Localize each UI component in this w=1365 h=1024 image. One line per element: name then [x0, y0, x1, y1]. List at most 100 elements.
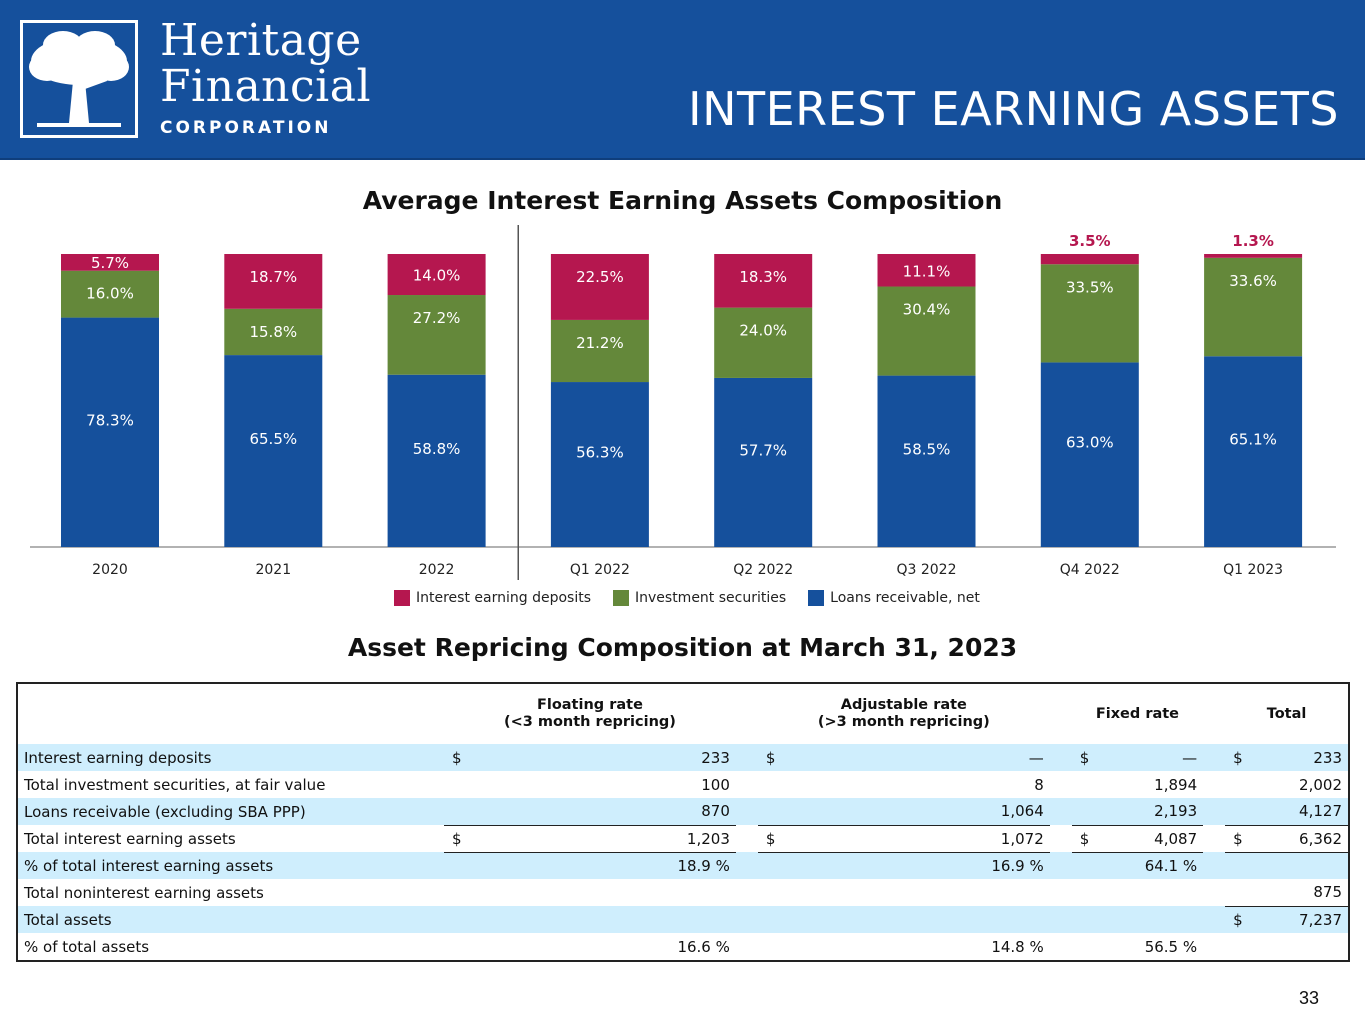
cell-floating [468, 879, 736, 906]
col-gap [736, 825, 758, 852]
cell-total-currency: $ [1225, 744, 1249, 771]
data-label: 18.7% [249, 268, 297, 286]
legend-item-deposits: Interest earning deposits [394, 590, 591, 606]
cell-fixed [1095, 906, 1204, 933]
bar-segment-investment-securities [714, 307, 813, 378]
x-tick-label: Q3 2022 [896, 562, 956, 578]
cell-floating: 870 [467, 798, 736, 826]
header-fixed: Fixed rate [1095, 705, 1180, 722]
col-gap [1050, 879, 1072, 906]
legend-swatch-deposits [394, 590, 410, 606]
cell-total: 233 [1248, 744, 1348, 771]
table-row: Total assets $7,237 [18, 905, 1348, 933]
bar-segment-interest-earning-deposits [224, 254, 323, 309]
cell-floating-currency [444, 798, 468, 826]
header-adjustable-line1: Adjustable rate [840, 697, 967, 713]
cell-fixed: 4,087 [1095, 825, 1204, 853]
table-row: Total investment securities, at fair val… [18, 771, 1348, 798]
cell-total-currency [1225, 798, 1249, 826]
col-gap [735, 852, 758, 879]
header-adjustable: Adjustable rate (>3 month repricing) [758, 684, 1050, 744]
x-tick-label: Q1 2022 [570, 562, 630, 578]
page-title: INTEREST EARNING ASSETS [688, 82, 1339, 136]
cell-fixed-currency [1071, 798, 1096, 826]
col-gap [736, 933, 758, 960]
cell-fixed-currency [1072, 771, 1096, 798]
col-gap [1203, 879, 1225, 906]
data-label: 16.0% [86, 285, 134, 303]
data-label: 65.1% [1229, 431, 1277, 449]
x-tick-label: Q2 2022 [733, 562, 793, 578]
bar-segment-interest-earning-deposits [387, 254, 486, 296]
bar-segment-interest-earning-deposits [550, 254, 649, 320]
col-gap [1203, 798, 1226, 825]
cell-total: 7,237 [1248, 905, 1348, 933]
cell-adjustable: — [781, 744, 1050, 771]
row-label: Total interest earning assets [24, 829, 236, 848]
bar-segment-investment-securities [1040, 264, 1139, 363]
cell-floating: 1,203 [467, 825, 736, 853]
chart-legend: Interest earning deposits Investment sec… [394, 590, 980, 606]
data-label: 30.4% [903, 301, 951, 319]
cell-fixed: 56.5 % [1144, 937, 1198, 956]
bar-segment-investment-securities [61, 270, 159, 318]
col-gap [1203, 906, 1226, 933]
bar-segment-loans-receivable-net [550, 382, 649, 547]
cell-fixed-currency: $ [1071, 744, 1096, 771]
bar-segment-investment-securities [224, 308, 323, 356]
bar-segment-loans-receivable-net [61, 317, 159, 547]
row-label: Loans receivable (excluding SBA PPP) [18, 798, 444, 825]
data-label: 56.3% [576, 444, 624, 462]
header-floating-line1: Floating rate [536, 697, 643, 713]
table-row: Total noninterest earning assets 875 [18, 879, 1348, 906]
cell-adjustable-currency [758, 879, 782, 906]
col-gap [1203, 771, 1225, 798]
legend-item-loans: Loans receivable, net [808, 590, 980, 606]
header-gap [1203, 684, 1225, 744]
cell-floating-currency [444, 906, 468, 933]
col-gap [1049, 744, 1072, 771]
bar-segment-interest-earning-deposits [1040, 254, 1139, 265]
tree-logo-icon [20, 20, 138, 138]
header-banner: Heritage Financial CORPORATION INTEREST … [0, 0, 1365, 160]
data-label: 11.1% [903, 262, 951, 280]
cell-total: 2,002 [1299, 775, 1342, 794]
cell-total: 4,127 [1248, 798, 1348, 826]
legend-swatch-loans [808, 590, 825, 606]
cell-fixed-currency [1071, 906, 1096, 933]
cell-fixed: 2,193 [1095, 798, 1204, 826]
data-label: 58.5% [903, 440, 951, 458]
data-label: 15.8% [249, 323, 297, 341]
col-gap [735, 744, 758, 771]
data-label: 57.7% [739, 441, 787, 459]
col-gap [736, 879, 758, 906]
cell-floating: 100 [701, 775, 730, 794]
legend-swatch-securities [613, 590, 629, 606]
data-label: 18.3% [739, 268, 787, 286]
row-label: Total investment securities, at fair val… [24, 775, 326, 794]
col-gap [1203, 852, 1226, 879]
logo-financial: Financial [160, 61, 372, 112]
x-tick-label: 2021 [255, 562, 291, 578]
table-title: Asset Repricing Composition at March 31,… [347, 633, 1018, 662]
cell-floating: 16.6 % [677, 937, 730, 956]
table-header-row: Floating rate (<3 month repricing) Adjus… [18, 684, 1348, 744]
page-number: 33 [1298, 988, 1319, 1008]
legend-label-deposits: Interest earning deposits [416, 590, 591, 606]
repricing-table: Floating rate (<3 month repricing) Adjus… [16, 682, 1350, 962]
data-label: 14.0% [413, 267, 461, 285]
cell-floating [467, 906, 736, 933]
bar-segment-loans-receivable-net [224, 355, 323, 547]
data-label: 65.5% [249, 430, 297, 448]
data-label: 27.2% [413, 309, 461, 327]
cell-adjustable-currency [757, 798, 782, 826]
cell-total: 6,362 [1248, 825, 1348, 853]
cell-adjustable: 8 [1034, 775, 1044, 794]
col-gap [1050, 771, 1072, 798]
col-gap [1203, 825, 1225, 852]
table-row: Total interest earning assets $1,203 $1,07… [18, 825, 1348, 853]
row-label: Total assets [18, 906, 444, 933]
bar-segment-loans-receivable-net [1040, 362, 1139, 547]
bar-segment-loans-receivable-net [1204, 356, 1303, 547]
data-label: 24.0% [739, 322, 787, 340]
